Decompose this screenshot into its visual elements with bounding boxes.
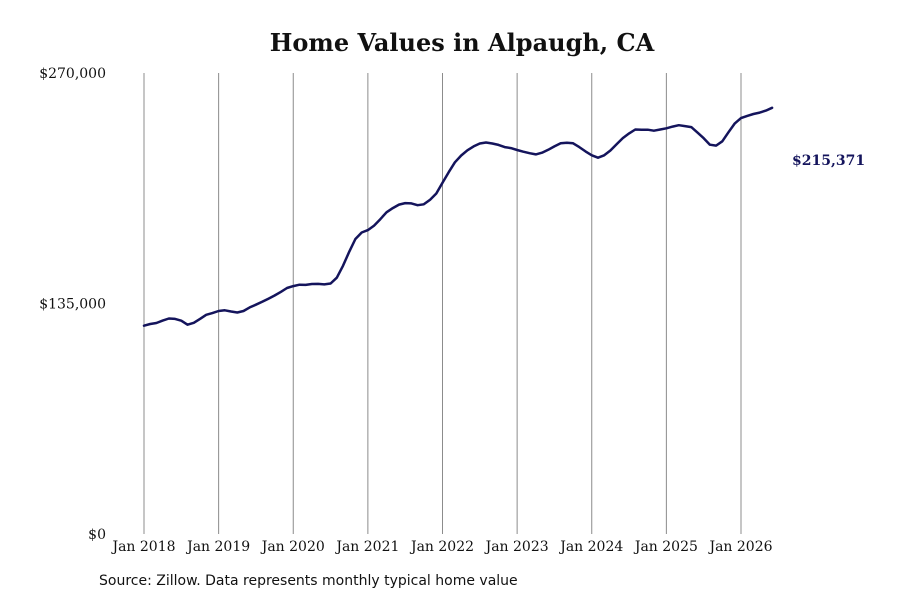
x-tick-label: Jan 2021 — [334, 539, 399, 555]
y-tick-label: $135,000 — [39, 297, 106, 313]
chart-title: Home Values in Alpaugh, CA — [270, 28, 655, 57]
end-value-label: $215,371 — [792, 153, 865, 169]
y-tick-label: $0 — [88, 527, 106, 543]
grid-lines — [143, 73, 742, 534]
x-tick-label: Jan 2022 — [409, 539, 474, 555]
x-tick-label: Jan 2023 — [484, 539, 549, 555]
x-tick-label: Jan 2025 — [633, 539, 698, 555]
x-tick-label: Jan 2019 — [185, 539, 250, 555]
series-line — [142, 106, 774, 327]
y-axis-ticks: $0 $135,000 $270,000 — [39, 66, 106, 543]
x-tick-label: Jan 2024 — [558, 539, 623, 555]
x-axis-ticks: Jan 2018 Jan 2019 Jan 2020 Jan 2021 Jan 2022… — [110, 539, 772, 555]
series-layer — [142, 106, 774, 327]
x-tick-label: Jan 2018 — [110, 539, 175, 555]
y-tick-label: $270,000 — [39, 66, 106, 82]
x-tick-label: Jan 2026 — [707, 539, 772, 555]
source-note: Source: Zillow. Data represents monthly … — [99, 573, 518, 589]
x-tick-label: Jan 2020 — [260, 539, 325, 555]
